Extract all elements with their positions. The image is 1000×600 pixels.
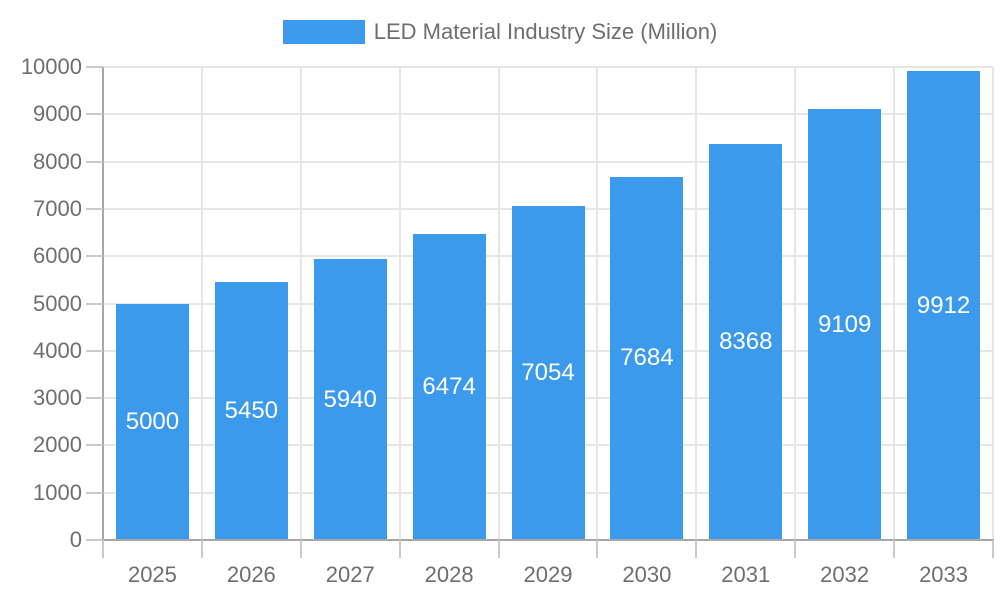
x-axis-tick bbox=[695, 540, 698, 558]
x-axis-tick-label: 2032 bbox=[820, 562, 870, 587]
bar bbox=[115, 303, 189, 540]
y-axis-tick bbox=[86, 444, 103, 447]
y-axis-tick-label: 2000 bbox=[33, 432, 82, 458]
x-axis-tick bbox=[102, 540, 104, 558]
legend-swatch bbox=[282, 20, 365, 44]
x-axis-tick bbox=[893, 540, 896, 558]
x-axis-tick-label: 2025 bbox=[127, 562, 177, 587]
x-axis-tick-label: 2033 bbox=[919, 562, 969, 587]
y-axis-tick-label: 8000 bbox=[33, 148, 82, 174]
bar bbox=[214, 282, 288, 540]
y-axis-tick-label: 9000 bbox=[33, 101, 82, 127]
gridline-vertical bbox=[398, 67, 401, 540]
bar-value-label: 5940 bbox=[323, 385, 377, 413]
bar bbox=[313, 259, 387, 540]
y-axis-tick-label: 5000 bbox=[33, 290, 82, 316]
y-axis-tick-label: 7000 bbox=[33, 195, 82, 221]
y-axis-tick-label: 4000 bbox=[33, 337, 82, 363]
bar bbox=[511, 206, 585, 540]
bar-value-label: 7054 bbox=[521, 359, 575, 387]
y-axis-tick bbox=[86, 160, 103, 163]
x-axis-tick bbox=[794, 540, 797, 558]
gridline-vertical bbox=[893, 67, 896, 540]
gridline-vertical bbox=[794, 67, 797, 540]
bar-value-label: 5000 bbox=[125, 407, 180, 435]
gridline-vertical bbox=[200, 67, 203, 540]
bar bbox=[610, 176, 684, 540]
x-axis-tick bbox=[299, 540, 302, 558]
gridline-vertical bbox=[299, 67, 302, 540]
x-axis-tick bbox=[497, 540, 500, 558]
y-axis-tick bbox=[86, 349, 103, 352]
x-axis-tick-label: 2028 bbox=[424, 562, 474, 587]
y-axis-tick bbox=[86, 113, 103, 116]
x-axis-tick-label: 2030 bbox=[622, 562, 672, 587]
x-axis-tick bbox=[200, 540, 203, 558]
bar bbox=[808, 109, 882, 540]
y-axis-tick bbox=[86, 302, 103, 305]
gridline-vertical bbox=[497, 67, 500, 540]
bar bbox=[907, 71, 981, 540]
x-axis-tick bbox=[596, 540, 599, 558]
bar-value-label: 9109 bbox=[817, 310, 872, 338]
bar-value-label: 9912 bbox=[916, 291, 971, 319]
y-axis-tick bbox=[86, 207, 103, 210]
bar bbox=[709, 144, 783, 540]
gridline-horizontal bbox=[103, 160, 993, 163]
legend-label: LED Material Industry Size (Million) bbox=[373, 19, 718, 44]
bar-value-label: 5450 bbox=[224, 397, 279, 425]
bar bbox=[412, 233, 486, 540]
bar-value-label: 6474 bbox=[422, 372, 476, 400]
y-axis-tick-label: 10000 bbox=[20, 54, 82, 79]
y-axis-line bbox=[102, 67, 104, 540]
y-axis-tick-label: 3000 bbox=[33, 385, 82, 411]
bar-value-label: 7684 bbox=[620, 344, 674, 372]
gridline-vertical bbox=[695, 67, 698, 540]
y-axis-tick bbox=[86, 66, 103, 68]
x-axis-tick-label: 2029 bbox=[523, 562, 573, 587]
gridline-horizontal bbox=[103, 66, 993, 68]
gridline-vertical bbox=[992, 67, 994, 540]
bar-value-label: 8368 bbox=[719, 328, 773, 356]
gridline-horizontal bbox=[103, 113, 993, 116]
x-axis-tick bbox=[398, 540, 401, 558]
y-axis-tick bbox=[86, 255, 103, 258]
y-axis-tick bbox=[86, 397, 103, 400]
x-axis-tick-label: 2026 bbox=[226, 562, 276, 587]
y-axis-tick-label: 1000 bbox=[33, 479, 82, 505]
y-axis-tick bbox=[86, 491, 103, 494]
x-axis-tick bbox=[992, 540, 994, 558]
x-axis-tick-label: 2027 bbox=[325, 562, 375, 587]
x-axis-tick-label: 2031 bbox=[721, 562, 771, 587]
gridline-vertical bbox=[596, 67, 599, 540]
y-axis-tick-label: 0 bbox=[69, 527, 82, 552]
x-axis-line bbox=[102, 539, 994, 541]
y-axis-tick bbox=[86, 539, 103, 541]
y-axis-tick-label: 6000 bbox=[33, 243, 82, 269]
chart-legend: LED Material Industry Size (Million) bbox=[0, 16, 1000, 48]
